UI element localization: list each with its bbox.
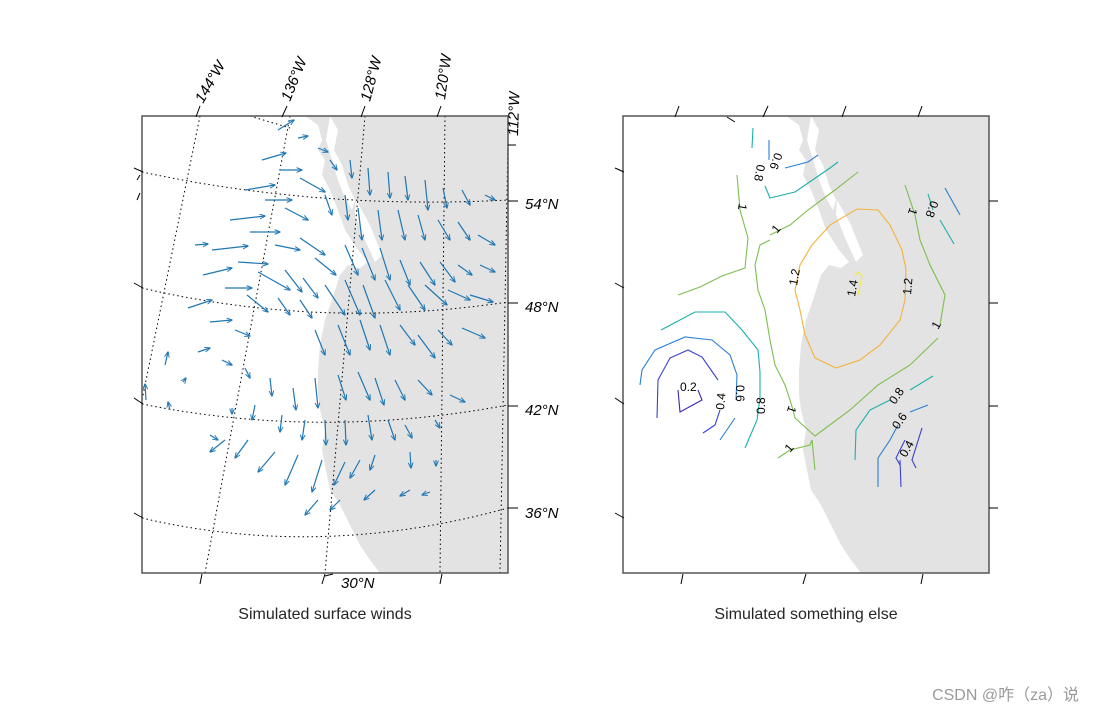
lon-label-136w: 136°W — [278, 54, 311, 104]
wind-vectors — [145, 120, 495, 515]
contour-label-1-e: 1 — [905, 206, 921, 217]
contour-label-1-4: 1.4 — [844, 278, 861, 297]
contour-label-0-6-b: 0.6 — [766, 151, 785, 172]
wind-map-panel: 144°W 136°W 128°W 120°W 112°W 54°N 48°N … — [133, 52, 559, 592]
contour-label-1-2-b: 1.2 — [900, 277, 915, 295]
contour-lines — [639, 127, 961, 488]
contour-label-0-8-c: 0.8 — [922, 199, 941, 220]
left-panel-title: Simulated surface winds — [238, 606, 412, 623]
axis-ticks-right — [614, 105, 998, 585]
wind-map-frame — [141, 115, 509, 574]
graticule — [142, 116, 508, 573]
lon-label-128w: 128°W — [357, 53, 386, 103]
lon-label-112w: 112°W — [505, 90, 524, 136]
land-mass-right — [786, 116, 989, 573]
right-panel-title: Simulated something else — [714, 606, 898, 623]
contour-label-0-2: 0.2 — [680, 380, 697, 394]
axis-ticks-left — [133, 105, 518, 585]
lat-label-30n: 30°N — [341, 575, 375, 592]
contour-map-panel: 0.2 0.4 0.6 0.8 1 1 0.6 0.8 1 1 1.2 1.4 … — [614, 105, 998, 585]
contour-labels: 0.2 0.4 0.6 0.8 1 1 0.6 0.8 1 1 1.2 1.4 … — [680, 151, 944, 460]
contour-label-0-4: 0.4 — [713, 392, 728, 410]
contour-label-0-8-a: 0.8 — [754, 397, 768, 414]
land-mass — [305, 116, 508, 573]
lat-label-48n: 48°N — [525, 299, 559, 316]
lon-label-144w: 144°W — [192, 57, 230, 106]
contour-label-0-6-a: 0.6 — [733, 385, 747, 402]
lat-labels: 54°N 48°N 42°N 36°N 30°N — [341, 196, 559, 592]
lat-label-36n: 36°N — [525, 505, 559, 522]
contour-map-frame — [622, 115, 990, 574]
lon-label-120w: 120°W — [432, 52, 455, 101]
contour-label-1-c: 1 — [735, 202, 750, 211]
lat-label-42n: 42°N — [525, 402, 559, 419]
watermark: CSDN @咋（za）说 — [932, 687, 1079, 704]
contour-label-0-8-b: 0.8 — [751, 163, 768, 182]
contour-label-1-2-a: 1.2 — [786, 267, 803, 286]
contour-label-1-a: 1 — [784, 404, 800, 415]
lat-label-54n: 54°N — [525, 196, 559, 213]
